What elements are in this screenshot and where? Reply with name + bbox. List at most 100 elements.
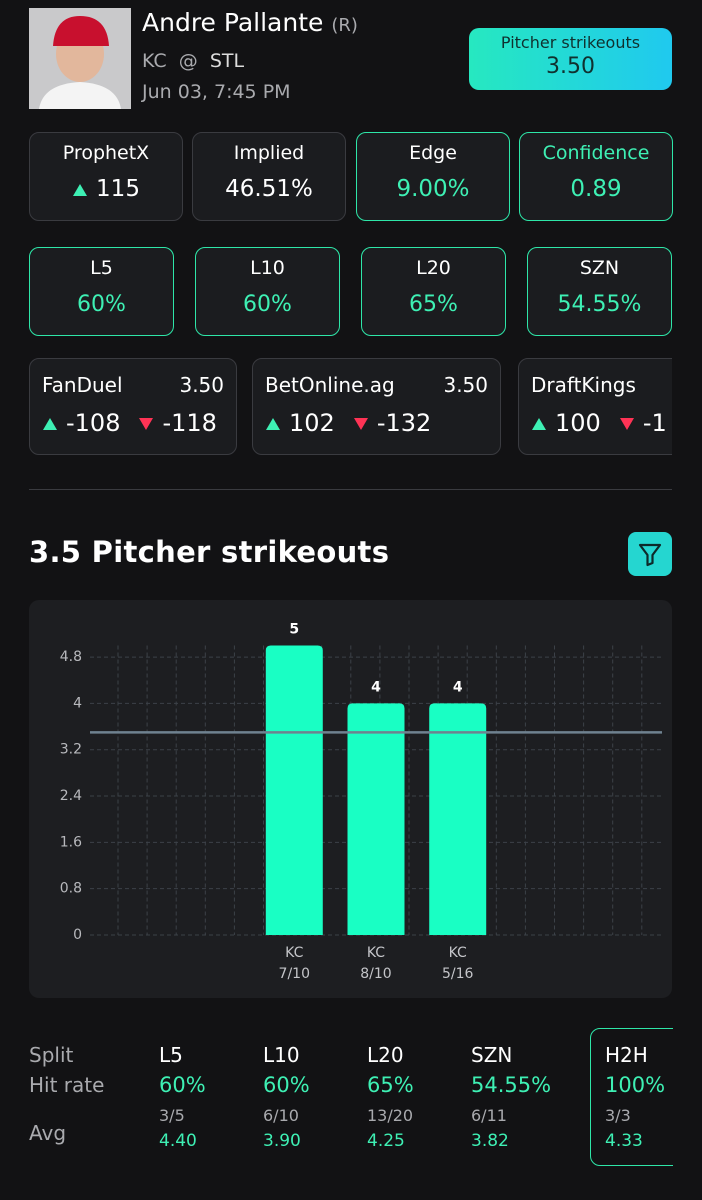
hit-rate-value: 60% (77, 292, 126, 317)
hit-rate-label: L5 (90, 257, 113, 279)
metric-card: Implied 46.51% (192, 132, 346, 221)
metric-label: Confidence (542, 142, 650, 164)
book-odds: 100 -1 (531, 409, 667, 437)
book-odds: -108 -118 (42, 409, 217, 437)
hit-rate-value: 65% (409, 292, 458, 317)
x-tick-team: KC (285, 945, 303, 961)
prop-line: 3.50 (546, 54, 595, 79)
hit-rate-card: L5 60% (29, 247, 174, 336)
bar (429, 703, 487, 935)
book-odds: 102 -132 (265, 409, 431, 437)
chart-panel: 0 0.8 1.6 2.4 3.2 4 4.8 5 KC 7/10 4 KC 8/10 4 KC 5/16 (29, 600, 672, 998)
split-record: 3/5 (159, 1106, 185, 1125)
metric-value: 115 (30, 176, 182, 202)
divider (29, 489, 672, 490)
metric-label: Implied (233, 142, 305, 164)
split-record: 3/3 (605, 1106, 631, 1125)
x-tick-team: KC (367, 945, 385, 961)
book-name: DraftKings (531, 373, 636, 397)
metric-value-text: 0.89 (570, 176, 622, 202)
prop-label: Pitcher strikeouts (500, 33, 641, 52)
split-name: H2H (605, 1043, 648, 1067)
y-tick-label: 4 (73, 695, 82, 711)
row-label: Split (29, 1043, 74, 1067)
hit-rate-card: L20 65% (361, 247, 506, 336)
bar (265, 645, 323, 935)
down-arrow (353, 418, 368, 430)
opponent: STL (209, 50, 245, 72)
up-arrow (43, 418, 57, 430)
book-card[interactable]: DraftKings 100 -1 (518, 358, 702, 455)
split-record: 13/20 (367, 1106, 414, 1125)
value-label: 4 (453, 679, 463, 695)
metric-card: Confidence 0.89 (519, 132, 673, 221)
split-avg: 3.90 (263, 1131, 301, 1151)
right-clip (672, 350, 702, 460)
x-tick-label: 7/10 (279, 966, 310, 982)
hit-rate-label: SZN (579, 257, 620, 279)
hand: (R) (331, 15, 358, 36)
metric-card: ProphetX 115 (29, 132, 183, 221)
name: Andre Pallante (142, 8, 324, 37)
player-name: Andre Pallante (R) (142, 8, 358, 37)
chart-title: 3.5 Pitcher strikeouts (29, 535, 390, 569)
book-line: 3.50 (179, 373, 224, 397)
book-card[interactable]: BetOnline.ag 3.50 102 -132 (252, 358, 501, 455)
book-name: FanDuel (42, 373, 123, 397)
split-avg: 4.40 (159, 1131, 197, 1151)
down-arrow (619, 418, 634, 430)
chart: 0 0.8 1.6 2.4 3.2 4 4.8 5 KC 7/10 4 KC 8/10 4 KC 5/16 (60, 622, 662, 982)
hit-rate-value: 54.55% (557, 292, 642, 317)
split-record: 6/11 (471, 1106, 507, 1125)
over-odds: 100 (555, 409, 601, 437)
book-line: 3.50 (443, 373, 488, 397)
split-name: L5 (159, 1043, 183, 1067)
player-photo (29, 8, 131, 109)
hit-rate-value: 60% (243, 292, 292, 317)
x-tick-label: 8/10 (360, 966, 391, 982)
over-odds: 102 (289, 409, 335, 437)
metric-label: Edge (409, 142, 457, 164)
bar (347, 703, 405, 935)
hit-rate-label: L10 (250, 257, 285, 279)
filter-button[interactable] (628, 532, 672, 576)
value-label: 5 (289, 622, 299, 638)
split-hit-rate: 65% (367, 1073, 414, 1097)
x-tick-team: KC (449, 945, 467, 961)
hit-rate-label: L20 (416, 257, 451, 279)
up-arrow (266, 418, 280, 430)
split-record: 6/10 (263, 1106, 299, 1125)
split-name: L20 (367, 1043, 404, 1067)
book-card[interactable]: FanDuel 3.50 -108 -118 (29, 358, 237, 455)
matchup: KC @ STL (142, 50, 244, 72)
at: @ (178, 50, 198, 72)
under-odds: -132 (376, 409, 432, 437)
book-header: FanDuel 3.50 (42, 373, 224, 397)
metric-label: ProphetX (62, 142, 150, 164)
x-tick-label: 5/16 (442, 966, 474, 982)
split-hit-rate: 60% (159, 1073, 206, 1097)
split-name: L10 (263, 1043, 300, 1067)
datetime: Jun 03, 7:45 PM (142, 81, 291, 103)
prop-button[interactable]: Pitcher strikeouts 3.50 (469, 28, 672, 90)
filter-icon (638, 543, 662, 567)
split-hit-rate: 60% (263, 1073, 310, 1097)
metric-value-text: 115 (96, 176, 140, 202)
photo-silhouette (39, 16, 121, 109)
metric-value: 9.00% (357, 176, 509, 202)
split-name: SZN (471, 1043, 513, 1067)
team: KC (142, 50, 167, 72)
split-hit-rate: 54.55% (471, 1073, 552, 1097)
split-avg: 3.82 (471, 1131, 509, 1151)
split-hit-rate: 100% (605, 1073, 666, 1097)
under-odds: -118 (162, 409, 217, 437)
under-odds: -1 (642, 409, 667, 437)
y-tick-label: 4.8 (60, 649, 82, 665)
row-label: Hit rate (29, 1073, 105, 1097)
row-label: Avg (29, 1121, 67, 1145)
metric-value: 0.89 (520, 176, 672, 202)
metric-value: 46.51% (193, 176, 345, 202)
over-odds: -108 (66, 409, 121, 437)
metric-value-text: 46.51% (225, 176, 313, 202)
